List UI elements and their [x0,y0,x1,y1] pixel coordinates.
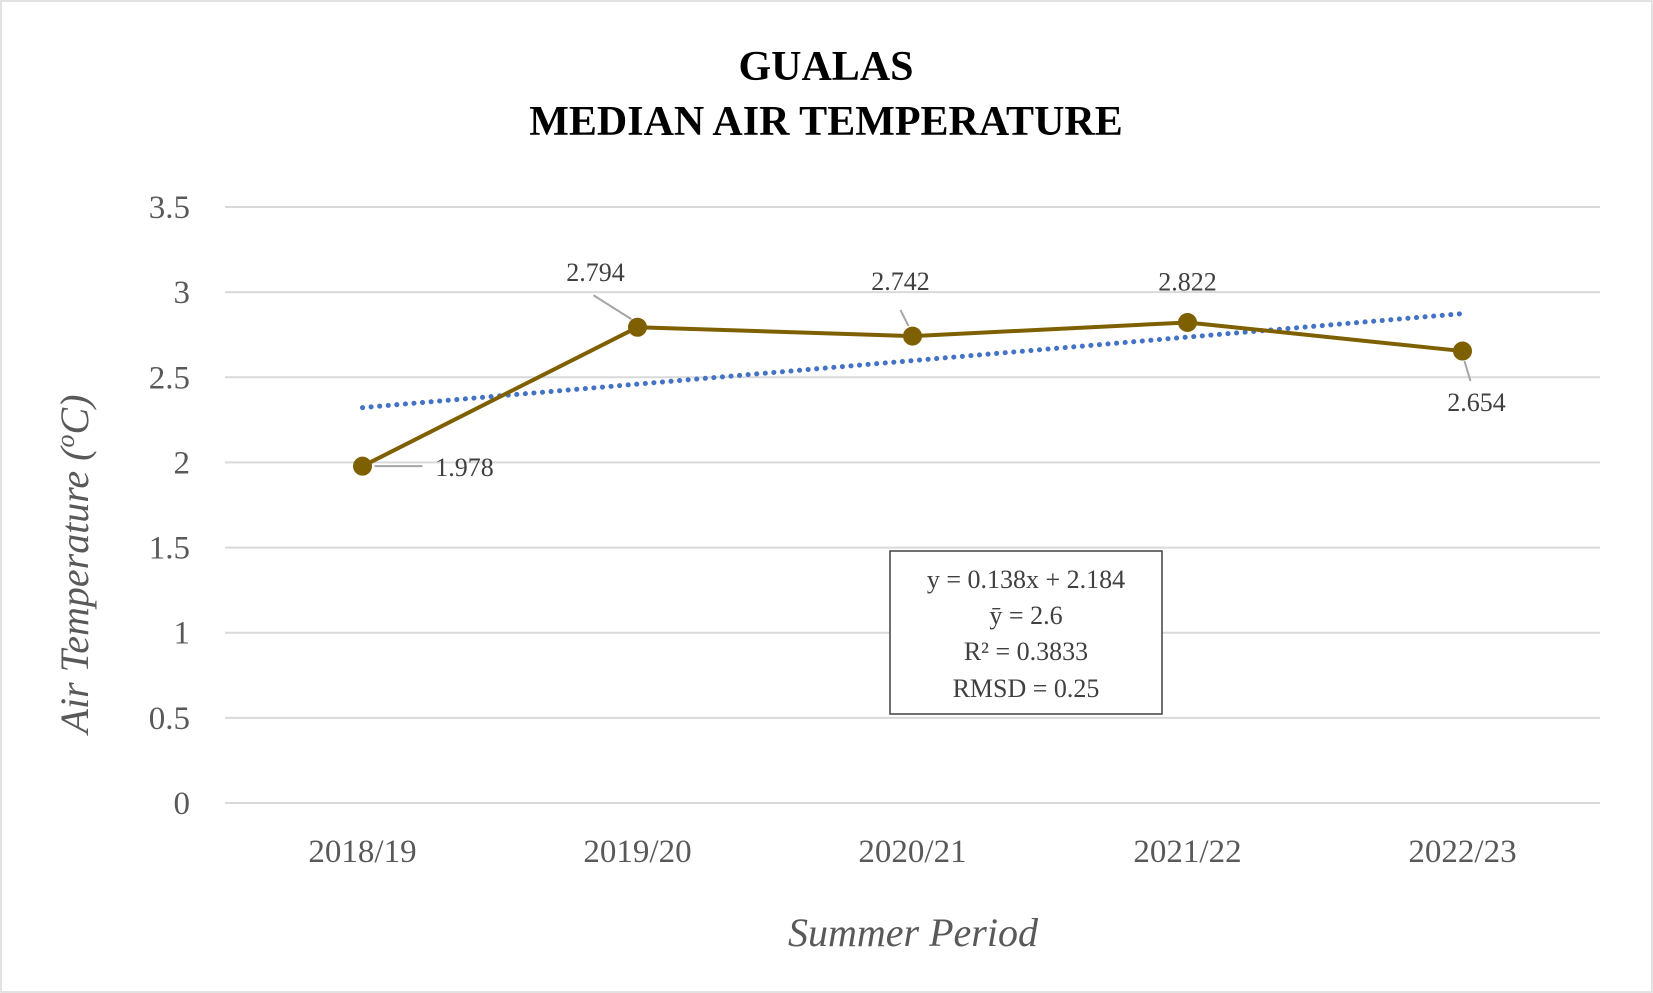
y-tick-label: 1.5 [149,531,190,567]
data-label: 1.978 [435,453,494,482]
data-label-group: 1.978 2.794 2.742 2.822 2.654 [374,258,1506,482]
x-tick-labels: 2018/19 2019/20 2020/21 2021/22 2022/23 [308,834,1516,870]
equation-line-4: RMSD = 0.25 [953,674,1100,703]
y-tick-labels: 0 0.5 1 1.5 2 2.5 3 3.5 [149,190,190,822]
data-point [903,326,922,346]
data-point [353,456,372,476]
trendline [360,311,1465,411]
y-tick-label: 0 [174,786,191,822]
x-tick-label: 2021/22 [1133,834,1241,870]
data-point [1178,312,1197,332]
data-point [628,317,647,337]
y-tick-label: 1 [174,616,191,652]
y-axis-title-main: Air Temperature ( [52,445,97,737]
equation-line-2: ȳ = 2.6 [989,601,1062,630]
x-axis-title: Summer Period [788,910,1039,955]
y-axis-title: Air Temperature (oC) [51,395,97,737]
y-axis-title-superscript: o [51,435,80,448]
y-tick-label: 2.5 [149,360,190,396]
data-label-leader [1463,360,1472,382]
series-group [353,312,1472,476]
equation-box-border [889,550,1163,715]
y-axis-title-end: C) [52,395,97,435]
y-tick-label: 2 [174,445,191,481]
x-tick-label: 2022/23 [1408,834,1516,870]
x-tick-label: 2018/19 [308,834,416,870]
data-label: 2.742 [871,267,930,296]
equation-line-3: R² = 0.3833 [964,637,1088,666]
chart-title-line-1: GUALAS [738,44,913,90]
data-label: 2.822 [1158,267,1217,296]
data-label: 2.794 [566,258,625,287]
equation-line-1: y = 0.138x + 2.184 [927,565,1125,594]
data-label: 2.654 [1447,388,1506,417]
x-tick-label: 2019/20 [583,834,691,870]
y-tick-label: 3.5 [149,190,190,226]
trendline-group [360,311,1465,411]
chart-title-line-2: MEDIAN AIR TEMPERATURE [529,99,1123,145]
x-tick-label: 2020/21 [858,834,966,870]
y-tick-label: 0.5 [149,701,190,737]
data-point [1453,341,1472,361]
data-label-leader [899,309,910,327]
y-tick-label: 3 [174,275,191,311]
equation-box: y = 0.138x + 2.184 ȳ = 2.6 R² = 0.3833 R… [889,550,1163,715]
data-label-leader [592,294,633,321]
